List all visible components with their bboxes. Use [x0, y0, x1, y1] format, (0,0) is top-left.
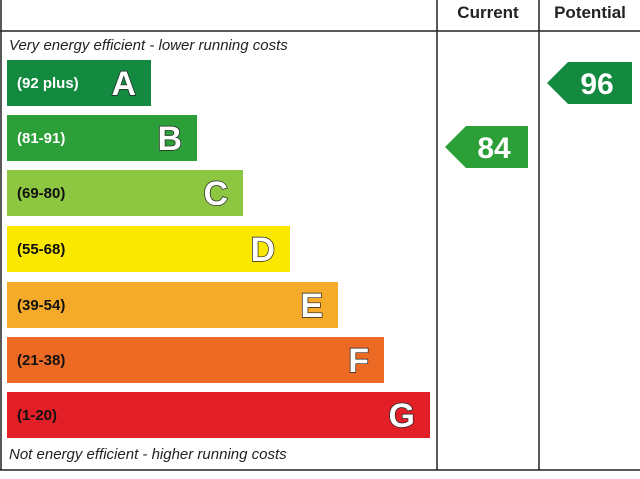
band-bar: [7, 226, 290, 272]
band-letter: B: [157, 120, 182, 158]
band-bar: [7, 282, 338, 328]
band-letter: E: [300, 287, 323, 325]
band-bar: [7, 337, 384, 383]
band-letter: A: [111, 65, 136, 103]
band-letter: F: [348, 342, 369, 380]
band-range: (55-68): [17, 241, 65, 258]
bands: (92 plus) A (81-91) B (69-80) C (55-68) D (39-54…: [7, 60, 430, 438]
band-bar: [7, 392, 430, 438]
current-arrow: [445, 126, 528, 168]
potential-header: Potential: [554, 3, 626, 22]
band-range: (39-54): [17, 297, 65, 314]
band-range: (81-91): [17, 130, 65, 147]
band-range: (1-20): [17, 407, 57, 424]
band-range: (92 plus): [17, 75, 79, 92]
band-letter: D: [250, 231, 275, 269]
band-letter: G: [389, 397, 415, 435]
band-bar: [7, 170, 243, 216]
band-bar: [7, 115, 197, 161]
current-header: Current: [457, 3, 519, 22]
bottom-note: Not energy efficient - higher running co…: [9, 446, 287, 463]
current-score: 84: [477, 132, 511, 165]
band-range: (21-38): [17, 352, 65, 369]
top-note: Very energy efficient - lower running co…: [9, 37, 288, 54]
band-bar: [7, 60, 151, 106]
potential-score: 96: [580, 68, 613, 101]
band-letter: C: [203, 175, 228, 213]
potential-arrow: [547, 62, 632, 104]
band-range: (69-80): [17, 185, 65, 202]
